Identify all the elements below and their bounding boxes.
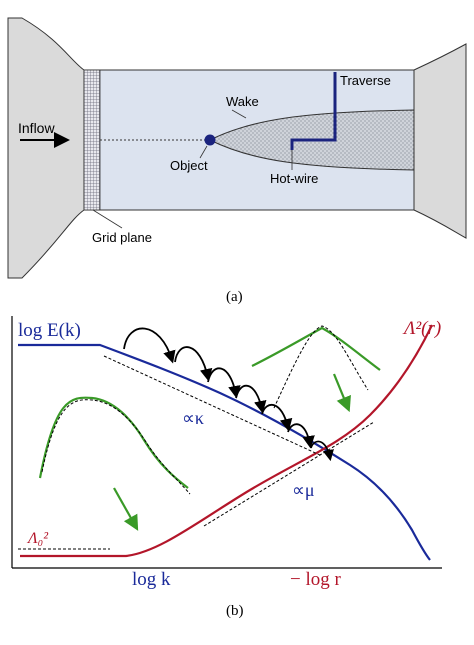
wake-leader xyxy=(231,109,247,119)
traverse-label: Traverse xyxy=(340,73,391,88)
energy-spectrum-curve xyxy=(18,343,431,561)
prop-kappa-label: ∝κ xyxy=(182,408,204,428)
inflow-label: Inflow xyxy=(18,120,55,136)
object-cylinder xyxy=(204,134,216,146)
cascade-arc-1 xyxy=(123,327,176,364)
diffuser-section xyxy=(413,43,467,239)
grid-plane xyxy=(83,69,101,211)
caption-b: (b) xyxy=(226,603,244,619)
cascade-arrows xyxy=(123,327,334,462)
log-E-k-label: log E(k) xyxy=(18,320,81,341)
right-distribution-dashed xyxy=(273,325,369,409)
cascade-arc-3 xyxy=(207,367,241,399)
left-distribution-dashed xyxy=(41,399,191,495)
lambda-0-label: Λ₀² xyxy=(26,530,49,547)
traverse-arm xyxy=(290,72,337,150)
lambda-r-label: Λ²(r) xyxy=(402,318,441,339)
left-distribution-green xyxy=(38,396,189,489)
prop-mu-label: ∝μ xyxy=(292,480,315,500)
cascade-arc-5 xyxy=(261,403,293,432)
green-arrow-right xyxy=(332,373,351,413)
caption-a: (a) xyxy=(226,289,243,305)
x-label-minus-log-r: − log r xyxy=(290,569,341,590)
cascade-arc-6 xyxy=(287,423,315,449)
cascade-arc-7 xyxy=(310,440,334,462)
contraction-section xyxy=(7,17,85,279)
structure-function-curve xyxy=(20,324,433,558)
cascade-arc-2 xyxy=(174,346,213,382)
spectrum-plot: log E(k) Λ²(r) Λ₀² ∝κ ∝μ log k − log r xyxy=(11,316,442,590)
green-arrow-left xyxy=(113,487,139,531)
wake-label: Wake xyxy=(226,94,259,109)
object-leader xyxy=(199,145,208,159)
wind-tunnel-diagram: Inflow Wake Traverse Object Hot-wire Gri… xyxy=(7,17,467,279)
gridplane-leader xyxy=(92,209,123,229)
right-distribution-green xyxy=(251,326,381,371)
mu-asymptote xyxy=(203,421,375,527)
cascade-arc-4 xyxy=(235,384,267,414)
gridplane-label: Grid plane xyxy=(92,230,152,245)
x-label-log-k: log k xyxy=(132,569,171,590)
hotwire-label: Hot-wire xyxy=(270,171,318,186)
object-label: Object xyxy=(170,158,208,173)
